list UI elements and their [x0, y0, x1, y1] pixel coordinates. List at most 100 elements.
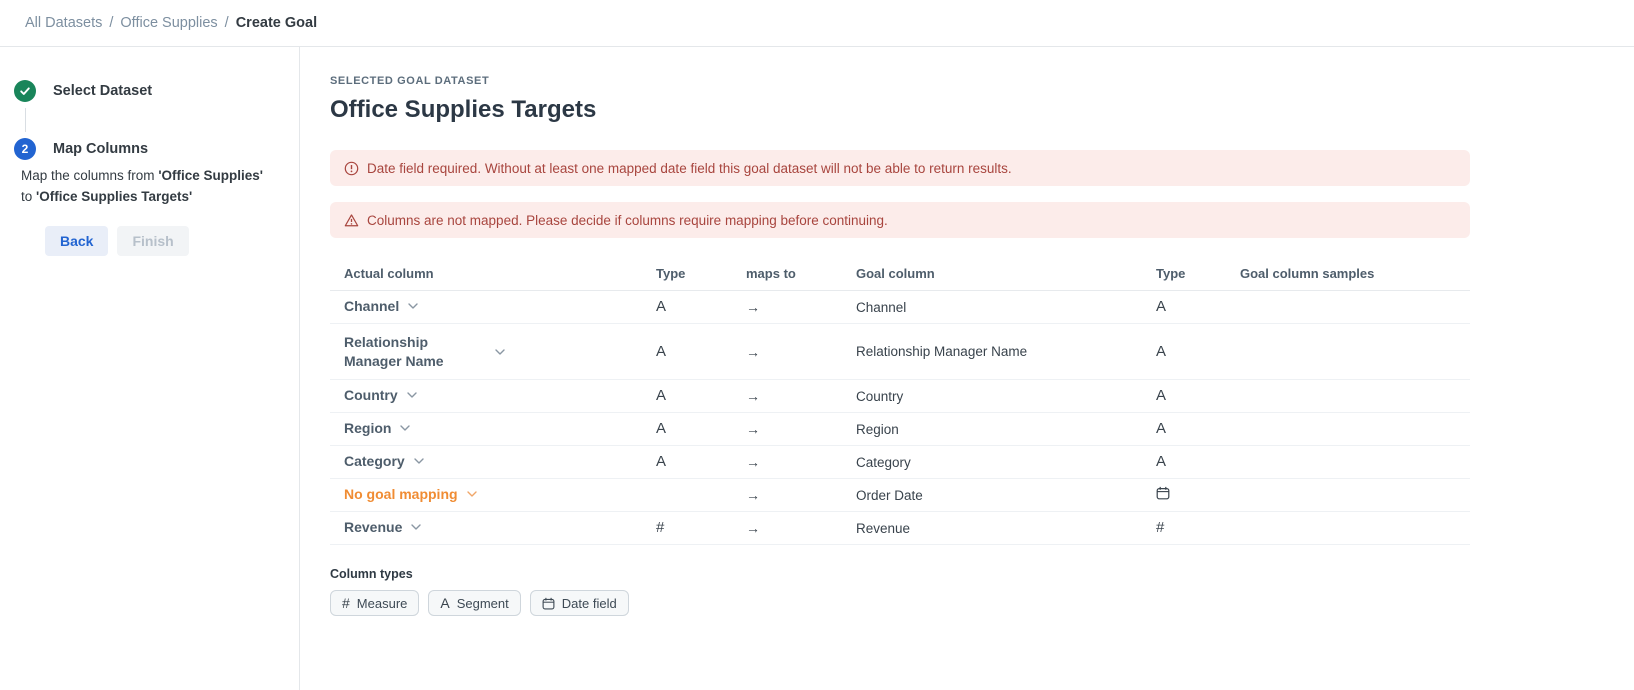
- maps-to-arrow: →: [746, 343, 760, 360]
- alert-columns-not-mapped: Columns are not mapped. Please decide if…: [330, 202, 1470, 238]
- check-circle-icon: [14, 80, 36, 102]
- header-goal-column: Goal column: [856, 266, 935, 281]
- breadcrumb-link-all-datasets[interactable]: All Datasets: [25, 15, 103, 31]
- actual-column-dropdown-category[interactable]: Category: [344, 453, 424, 469]
- segment-type-icon: A: [1156, 420, 1167, 437]
- column-mapping-table: Actual column Type maps to Goal column T…: [330, 257, 1470, 545]
- maps-to-arrow: →: [746, 520, 760, 536]
- table-row: Channel A → Channel A: [330, 291, 1470, 324]
- header-type: Type: [656, 266, 686, 281]
- chevron-down-icon: [408, 303, 418, 309]
- breadcrumb-link-office-supplies[interactable]: Office Supplies: [120, 15, 218, 31]
- actual-column-label: Relationship Manager Name: [344, 333, 444, 369]
- wizard-sidebar: Select Dataset 2 Map Columns Map the col…: [0, 47, 300, 690]
- segment-type-icon: A: [656, 420, 667, 437]
- actual-column-label: Revenue: [344, 519, 403, 535]
- actual-column-label: Country: [344, 387, 398, 403]
- goal-column-label: Relationship Manager Name: [856, 344, 1028, 359]
- measure-type-icon: #: [1156, 519, 1165, 536]
- actual-column-label: Category: [344, 453, 405, 469]
- date-type-icon: [542, 597, 555, 609]
- segment-type-icon: A: [1156, 298, 1167, 315]
- breadcrumb-current-create-goal: Create Goal: [235, 15, 318, 31]
- measure-type-icon: #: [342, 595, 350, 611]
- goal-column-label: Country: [856, 388, 904, 404]
- maps-to-arrow: →: [746, 487, 760, 503]
- chevron-down-icon: [413, 458, 424, 464]
- breadcrumb-separator: /: [224, 15, 229, 31]
- column-types-label: Column types: [330, 567, 413, 581]
- header-goal-column-samples: Goal column samples: [1240, 266, 1375, 281]
- segment-type-icon: A: [1156, 342, 1167, 360]
- segment-type-icon: A: [656, 387, 667, 404]
- step-number-badge: 2: [14, 138, 36, 160]
- actual-column-dropdown-channel[interactable]: Channel: [344, 298, 418, 314]
- step-map-columns-label: Map Columns: [53, 141, 149, 157]
- legend-badge-label: Measure: [356, 595, 408, 611]
- finish-button[interactable]: Finish: [117, 226, 189, 256]
- header-type: Type: [1156, 266, 1186, 281]
- legend-badge-date-field: Date field: [529, 590, 629, 616]
- actual-column-label: Channel: [344, 298, 400, 314]
- actual-column-dropdown-region[interactable]: Region: [344, 420, 411, 436]
- legend-badge-label: Date field: [561, 595, 617, 611]
- maps-to-arrow: →: [746, 299, 760, 315]
- step-select-dataset[interactable]: Select Dataset: [14, 80, 299, 102]
- header-maps-to: maps to: [746, 266, 796, 281]
- exclamation-circle-icon: [344, 161, 359, 175]
- actual-column-dropdown-revenue[interactable]: Revenue: [344, 519, 422, 535]
- goal-column-label: Channel: [856, 299, 907, 315]
- segment-type-icon: A: [1156, 453, 1167, 470]
- legend-badge-measure: # Measure: [330, 590, 420, 616]
- goal-column-label: Order Date: [856, 487, 923, 503]
- chevron-down-icon: [495, 348, 505, 355]
- selected-goal-dataset-label: SELECTED GOAL DATASET: [330, 75, 490, 87]
- legend-badge-segment: A Segment: [428, 590, 521, 616]
- breadcrumb-separator: /: [109, 15, 114, 31]
- chevron-down-icon: [411, 524, 422, 530]
- maps-to-arrow: →: [746, 454, 760, 470]
- warning-triangle-icon: [344, 213, 359, 226]
- goal-column-label: Category: [856, 454, 911, 470]
- table-row: Category A → Category A: [330, 446, 1470, 479]
- segment-type-icon: A: [656, 342, 667, 360]
- segment-type-icon: A: [1156, 387, 1167, 404]
- chevron-down-icon: [466, 491, 477, 497]
- table-header-row: Actual column Type maps to Goal column T…: [330, 257, 1470, 291]
- header-actual-column: Actual column: [344, 266, 434, 281]
- actual-column-dropdown-relationship-manager-name[interactable]: Relationship Manager Name: [344, 333, 505, 371]
- measure-type-icon: #: [656, 519, 665, 536]
- maps-to-arrow: →: [746, 388, 760, 404]
- table-row: Relationship Manager Name A → Relationsh…: [330, 324, 1470, 380]
- source-dataset-name: 'Office Supplies': [158, 168, 264, 183]
- main-content: SELECTED GOAL DATASET Office Supplies Ta…: [300, 47, 1634, 690]
- column-types-legend: Column types # Measure A Segment Date fi…: [330, 567, 1634, 616]
- goal-column-label: Revenue: [856, 520, 911, 536]
- step-description-text: to: [21, 189, 37, 204]
- goal-column-label: Region: [856, 421, 899, 437]
- actual-column-label: Region: [344, 420, 392, 436]
- step-description-text: Map the columns from: [21, 168, 159, 183]
- actual-column-dropdown-no-goal-mapping[interactable]: No goal mapping: [344, 486, 477, 502]
- alert-date-field-required: Date field required. Without at least on…: [330, 150, 1470, 186]
- table-row: Country A → Country A: [330, 380, 1470, 413]
- chevron-down-icon: [400, 425, 411, 431]
- breadcrumb: All Datasets / Office Supplies / Create …: [0, 0, 1634, 47]
- segment-type-icon: A: [656, 453, 667, 470]
- maps-to-arrow: →: [746, 421, 760, 437]
- step-connector: [25, 108, 26, 132]
- actual-column-dropdown-country[interactable]: Country: [344, 387, 417, 403]
- target-dataset-name: 'Office Supplies Targets': [36, 189, 193, 204]
- step-select-dataset-label: Select Dataset: [53, 83, 153, 99]
- step-map-columns: 2 Map Columns: [14, 138, 299, 160]
- alert-text: Columns are not mapped. Please decide if…: [367, 212, 888, 228]
- table-row: Region A → Region A: [330, 413, 1470, 446]
- page-title: Office Supplies Targets: [330, 96, 597, 123]
- back-button[interactable]: Back: [45, 226, 109, 256]
- chevron-down-icon: [406, 392, 417, 398]
- segment-type-icon: A: [440, 595, 450, 611]
- step-description: Map the columns from 'Office Supplies' t…: [21, 165, 263, 207]
- legend-badge-label: Segment: [456, 595, 509, 611]
- table-row: No goal mapping → Order Date: [330, 479, 1470, 512]
- table-row: Revenue # → Revenue #: [330, 512, 1470, 545]
